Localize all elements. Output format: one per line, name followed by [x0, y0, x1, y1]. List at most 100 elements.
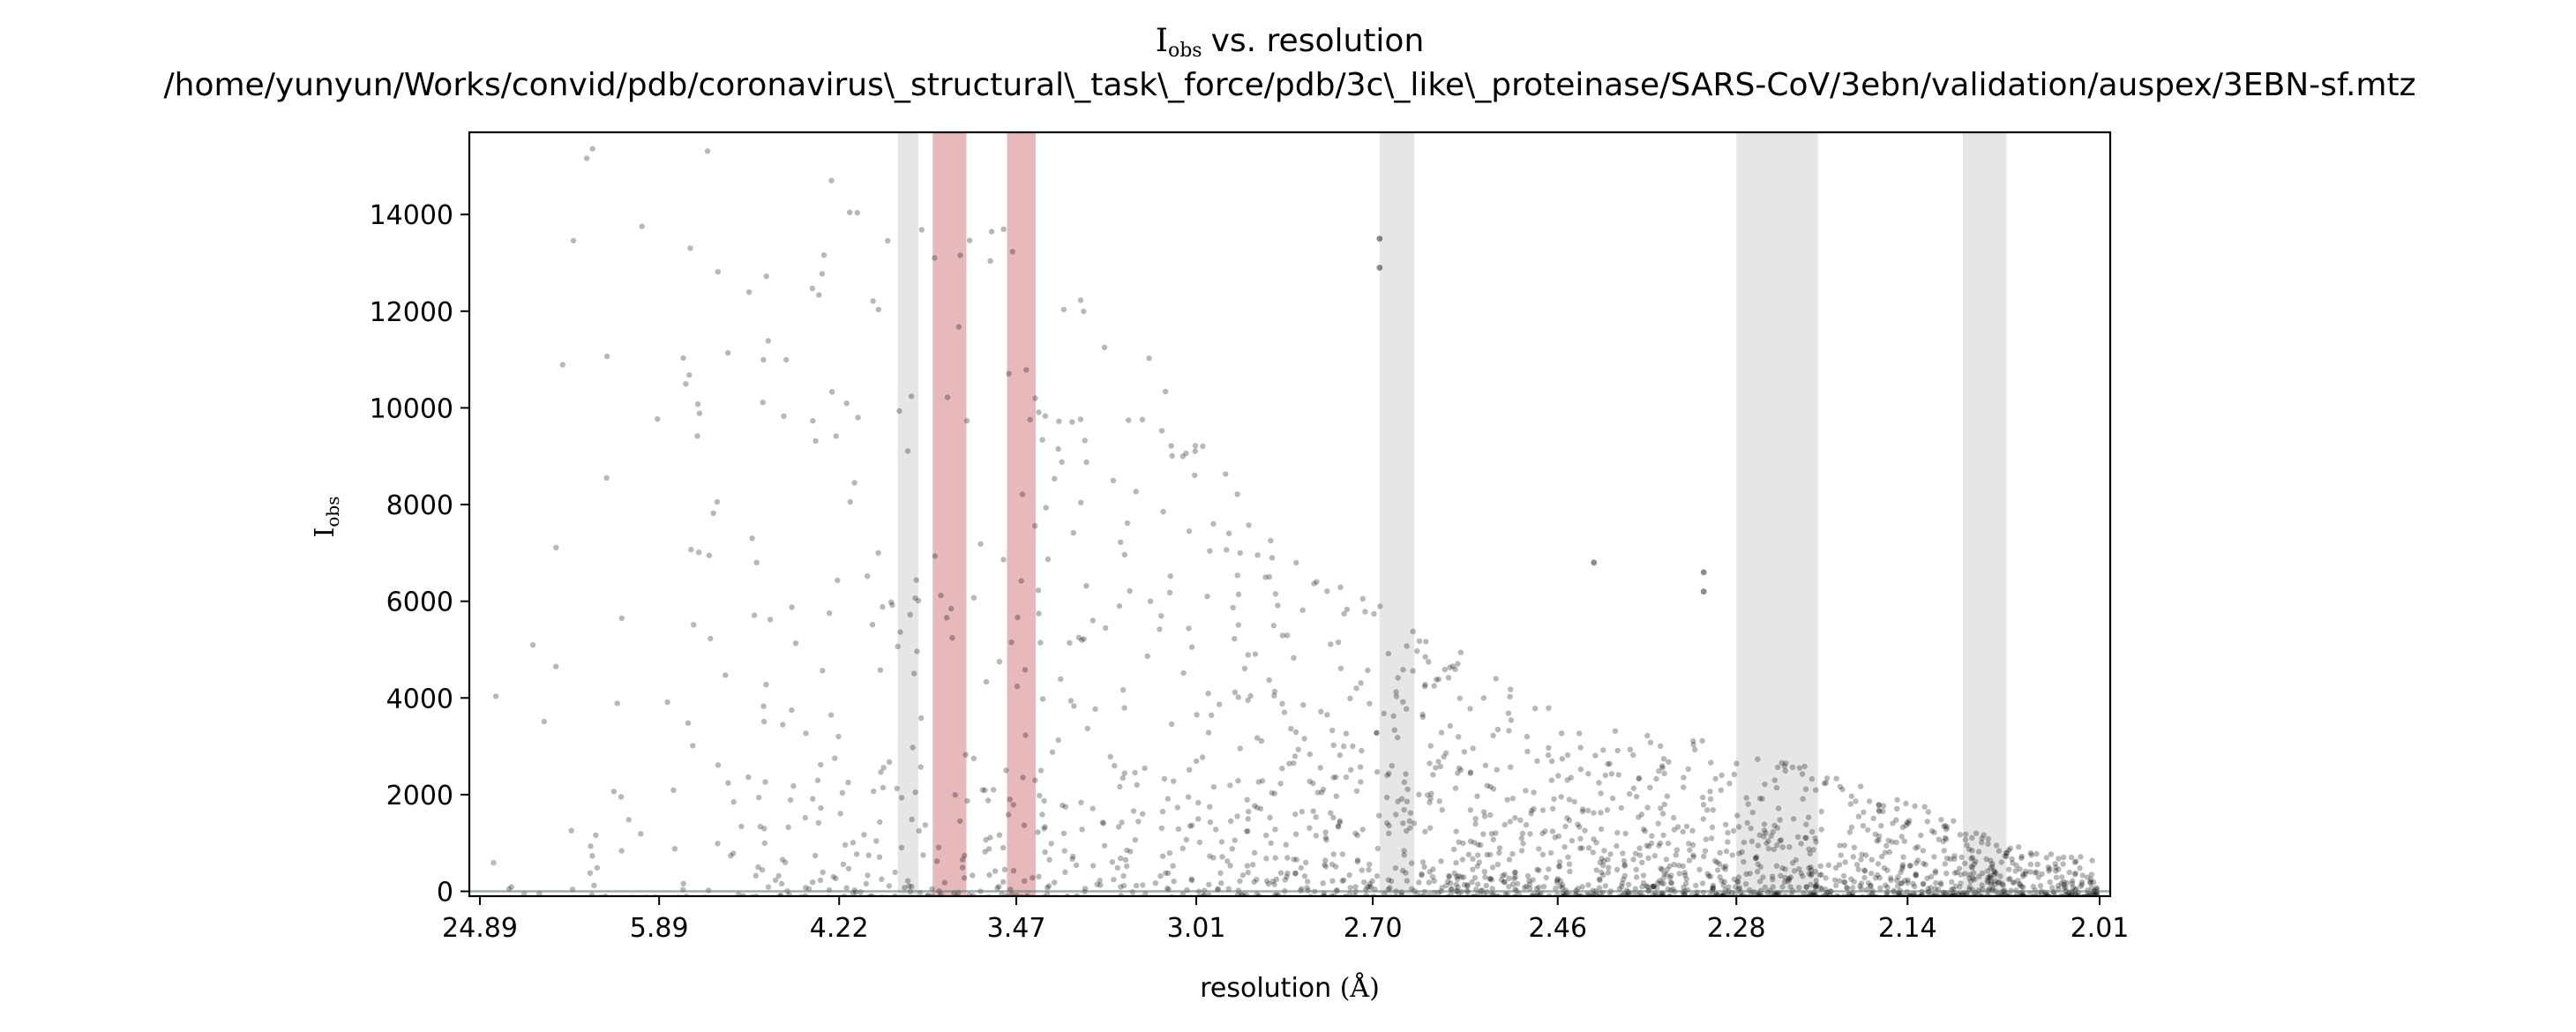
- data-point: [1507, 819, 1514, 825]
- data-point: [1117, 783, 1123, 790]
- data-point: [1387, 885, 1393, 891]
- data-point: [1048, 841, 1054, 847]
- data-point: [2091, 879, 2097, 886]
- data-point: [1736, 850, 1742, 856]
- data-point: [1812, 891, 1818, 896]
- data-point: [1933, 879, 1939, 886]
- data-point: [1630, 785, 1637, 791]
- data-point: [552, 663, 559, 669]
- data-point: [1216, 701, 1223, 707]
- data-point: [1337, 819, 1343, 826]
- data-point: [1254, 877, 1260, 883]
- data-point: [1103, 624, 1109, 632]
- data-point: [1060, 802, 1066, 809]
- data-point: [1969, 834, 1975, 841]
- data-point: [1196, 839, 1203, 846]
- data-point: [1655, 880, 1661, 886]
- x-tick-label: 3.47: [987, 913, 1046, 944]
- data-point: [1245, 816, 1251, 822]
- data-point: [1032, 777, 1038, 783]
- data-point: [1232, 837, 1238, 843]
- data-point: [1077, 297, 1084, 303]
- data-point: [1213, 826, 1219, 833]
- data-point: [1818, 826, 1824, 833]
- data-point: [1041, 826, 1047, 832]
- data-point: [1577, 845, 1584, 851]
- data-point: [847, 209, 853, 215]
- data-point: [1337, 818, 1344, 824]
- data-point: [1245, 828, 1251, 834]
- data-point: [715, 269, 721, 275]
- data-point: [1484, 782, 1491, 789]
- data-point: [1501, 879, 1508, 886]
- data-point: [1207, 804, 1213, 810]
- data-point: [1097, 878, 1103, 884]
- data-point: [1254, 735, 1261, 741]
- data-point: [1354, 858, 1361, 865]
- data-point: [1433, 765, 1439, 771]
- data-point: [1742, 881, 1749, 887]
- data-point: [1335, 823, 1342, 829]
- data-point: [1865, 826, 1871, 834]
- data-point: [1223, 471, 1229, 477]
- data-point: [1599, 869, 1605, 876]
- data-point: [529, 642, 536, 648]
- data-point: [1224, 547, 1230, 553]
- data-point: [1640, 826, 1647, 833]
- data-point: [1421, 864, 1427, 871]
- data-point: [1940, 838, 1946, 845]
- data-point: [1022, 667, 1029, 673]
- data-point: [591, 882, 597, 888]
- data-point: [1962, 871, 1968, 877]
- data-point: [1914, 844, 1921, 850]
- data-point: [1837, 842, 1843, 849]
- data-point: [1969, 848, 1975, 854]
- data-point: [1165, 870, 1172, 877]
- data-point: [1649, 884, 1656, 890]
- data-point: [1841, 879, 1847, 885]
- data-point: [1430, 866, 1436, 872]
- data-point: [1895, 892, 1901, 896]
- data-point: [996, 658, 1003, 665]
- data-point: [1988, 872, 1994, 879]
- data-point: [2078, 879, 2086, 886]
- data-point: [1511, 876, 1517, 882]
- data-point: [1619, 883, 1625, 890]
- data-point: [1271, 790, 1278, 796]
- data-point: [909, 816, 915, 823]
- data-point: [818, 804, 824, 811]
- data-point: [1782, 767, 1788, 774]
- data-point: [1971, 870, 1977, 876]
- data-point: [1556, 863, 1562, 870]
- data-point: [1504, 796, 1510, 803]
- data-point: [1427, 743, 1434, 749]
- data-point: [1269, 789, 1275, 796]
- data-point: [1868, 891, 1876, 896]
- data-point: [1813, 878, 1819, 884]
- data-point: [1097, 882, 1104, 888]
- data-point: [1446, 872, 1452, 879]
- data-point: [1987, 874, 1993, 880]
- data-point: [1518, 835, 1525, 841]
- data-point: [1743, 871, 1749, 877]
- data-point: [1919, 892, 1925, 896]
- data-point: [810, 879, 816, 886]
- data-point: [1139, 416, 1146, 423]
- data-point: [1400, 699, 1406, 705]
- data-point: [1712, 775, 1719, 782]
- data-point: [1046, 856, 1052, 863]
- data-point: [541, 718, 547, 725]
- data-point: [1292, 831, 1299, 837]
- data-point: [1529, 807, 1535, 814]
- data-point: [1519, 830, 1526, 837]
- data-point: [1271, 881, 1277, 887]
- data-point: [1475, 841, 1481, 848]
- data-point: [1868, 871, 1875, 877]
- data-point: [1955, 891, 1962, 896]
- data-point: [1121, 705, 1127, 711]
- data-point: [1973, 830, 1980, 836]
- data-point: [1555, 773, 1561, 779]
- data-point: [1186, 625, 1192, 632]
- data-point: [1771, 822, 1778, 829]
